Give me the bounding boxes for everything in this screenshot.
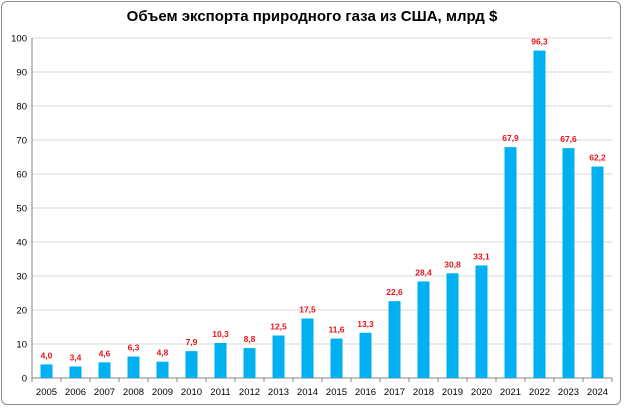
- data-label: 30,8: [444, 259, 461, 269]
- bar: [272, 335, 285, 378]
- data-label: 12,5: [270, 322, 287, 332]
- bar: [475, 265, 488, 378]
- bar: [301, 318, 314, 378]
- data-label: 33,1: [473, 251, 490, 261]
- bar: [504, 147, 517, 378]
- data-label: 67,9: [502, 133, 519, 143]
- data-label: 96,3: [531, 37, 548, 47]
- y-tick-label: 80: [16, 102, 27, 113]
- x-tick-label: 2017: [384, 387, 405, 398]
- x-tick-label: 2008: [123, 387, 144, 398]
- gridlines: [32, 37, 612, 345]
- x-tick-label: 2021: [500, 387, 521, 398]
- y-tick-label: 60: [16, 170, 27, 181]
- x-tick-label: 2007: [94, 387, 115, 398]
- y-tick-label: 20: [16, 306, 27, 317]
- data-label: 28,4: [415, 267, 432, 277]
- bar: [591, 166, 604, 378]
- x-tick-label: 2024: [587, 387, 608, 398]
- y-tick-label: 30: [16, 272, 27, 283]
- bar: [446, 273, 459, 378]
- x-tick-label: 2020: [471, 387, 492, 398]
- y-tick-label: 100: [11, 34, 27, 45]
- x-tick-label: 2005: [36, 387, 57, 398]
- axes: [31, 38, 613, 382]
- data-label: 17,5: [299, 305, 316, 315]
- x-tick-label: 2013: [268, 387, 289, 398]
- x-tick-label: 2010: [181, 387, 202, 398]
- x-tick-label: 2016: [355, 387, 376, 398]
- data-label: 22,6: [386, 287, 403, 297]
- bar: [214, 342, 227, 378]
- y-tick-labels: 0 10 20 30 40 50 60 70 80 90 100: [11, 34, 27, 385]
- data-labels: 4,0 3,4 4,6 6,3 4,8 7,9 10,3 8,8 12,5 17,5 11,6 13,…: [41, 37, 606, 363]
- data-label: 4,8: [157, 348, 169, 358]
- bar: [243, 348, 256, 378]
- y-tick-label: 10: [16, 340, 27, 351]
- bar: [69, 366, 82, 378]
- data-label: 4,6: [99, 348, 111, 358]
- x-tick-label: 2014: [297, 387, 318, 398]
- y-tick-label: 0: [22, 374, 27, 385]
- data-label: 8,8: [244, 334, 256, 344]
- x-tick-label: 2019: [442, 387, 463, 398]
- data-label: 7,9: [186, 337, 198, 347]
- bar: [359, 332, 372, 378]
- data-label: 4,0: [41, 350, 53, 360]
- y-tick-label: 50: [16, 204, 27, 215]
- bar: [330, 338, 343, 378]
- bar: [562, 148, 575, 378]
- data-label: 62,2: [589, 153, 606, 163]
- data-label: 13,3: [357, 319, 374, 329]
- bar: [417, 281, 430, 378]
- x-tick-labels: 2005 2006 2007 2008 2009 2010 2011 2012 2013 2014…: [36, 387, 608, 398]
- x-tick-label: 2011: [210, 387, 230, 398]
- data-label: 3,4: [70, 352, 82, 362]
- bar: [127, 356, 140, 378]
- bar: [98, 362, 111, 378]
- y-tick-label: 40: [16, 238, 27, 249]
- data-label: 10,3: [212, 329, 229, 339]
- x-tick-label: 2015: [326, 387, 347, 398]
- bar: [156, 361, 169, 378]
- data-label: 67,6: [560, 134, 577, 144]
- x-tick-label: 2022: [529, 387, 550, 398]
- bar: [185, 351, 198, 378]
- y-tick-label: 70: [16, 136, 27, 147]
- bar: [533, 50, 546, 379]
- bars: [40, 50, 604, 379]
- bar: [388, 301, 401, 378]
- data-label: 6,3: [128, 343, 140, 353]
- x-tick-label: 2023: [558, 387, 579, 398]
- x-tick-label: 2009: [152, 387, 173, 398]
- x-tick-label: 2012: [239, 387, 260, 398]
- x-tick-label: 2006: [65, 387, 86, 398]
- chart-title: Объем экспорта природного газа из США, м…: [126, 8, 498, 25]
- y-tick-label: 90: [16, 68, 27, 79]
- data-label: 11,6: [328, 325, 344, 335]
- bar: [40, 364, 53, 378]
- x-tick-label: 2018: [413, 387, 434, 398]
